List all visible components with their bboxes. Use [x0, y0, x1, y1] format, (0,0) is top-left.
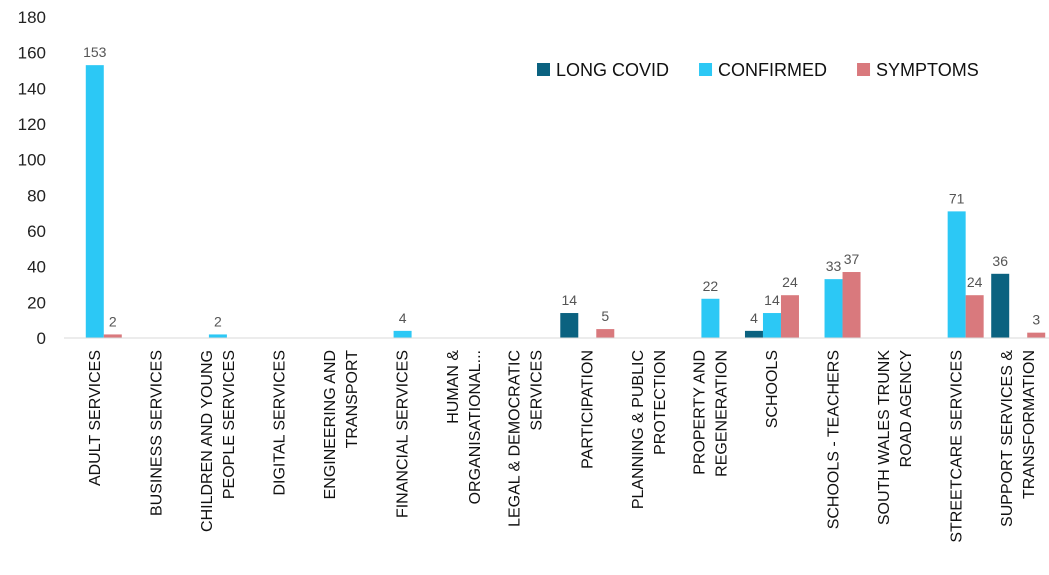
x-category-label: DIGITAL SERVICES — [271, 350, 288, 496]
y-tick-label: 160 — [18, 44, 46, 63]
x-category-label: TRANSFORMATION — [1021, 350, 1038, 499]
bar-symptoms — [780, 295, 799, 338]
x-category-label: REGENERATION — [713, 350, 730, 477]
bars — [85, 65, 1046, 339]
y-tick-label: 100 — [18, 151, 46, 170]
bar-confirmed — [947, 211, 966, 338]
bar-symptoms — [596, 329, 615, 338]
bar-confirmed — [701, 298, 720, 338]
y-tick-label: 80 — [27, 186, 46, 205]
bar-confirmed — [85, 65, 104, 339]
x-category-label: ENGINEERING AND — [322, 350, 339, 499]
legend-label-long-covid: LONG COVID — [556, 60, 669, 80]
x-category-label: ROAD AGENCY — [898, 350, 915, 468]
y-tick-label: 120 — [18, 115, 46, 134]
y-tick-label: 40 — [27, 258, 46, 277]
data-label-confirmed: 4 — [399, 310, 407, 326]
legend-swatch-confirmed — [699, 63, 713, 76]
bar-symptoms — [1027, 332, 1046, 338]
data-label-confirmed: 71 — [949, 190, 965, 206]
y-axis: 0 20 40 60 80 100 120 140 160 180 — [18, 8, 46, 348]
y-tick-label: 60 — [27, 222, 46, 241]
bar-long-covid — [560, 313, 579, 338]
x-category-label: STREETCARE SERVICES — [949, 350, 966, 543]
x-category-label: TRANSPORT — [344, 350, 361, 449]
bar-symptoms — [842, 272, 861, 338]
data-label-confirmed: 14 — [764, 292, 780, 308]
data-label-confirmed: 22 — [703, 278, 719, 294]
data-label-symptoms: 24 — [782, 274, 798, 290]
bar-confirmed — [824, 279, 843, 338]
y-tick-label: 20 — [27, 293, 46, 312]
x-category-label: ORGANISATIONAL... — [467, 350, 484, 504]
x-category-label: BUSINESS SERVICES — [148, 350, 165, 516]
x-category-label: SOUTH WALES TRUNK — [876, 350, 893, 525]
x-axis: ADULT SERVICES BUSINESS SERVICES CHILDREN … — [64, 337, 1049, 543]
x-category-label: SUPPORT SERVICES & — [999, 350, 1016, 527]
x-category-label: SCHOOLS — [764, 350, 781, 428]
x-category-label: HUMAN & — [445, 350, 462, 424]
bar-symptoms — [965, 295, 984, 338]
legend: LONG COVID CONFIRMED SYMPTOMS — [537, 60, 979, 80]
data-label-symptoms: 2 — [109, 313, 117, 329]
legend-label-confirmed: CONFIRMED — [718, 60, 827, 80]
data-label-confirmed: 33 — [826, 258, 842, 274]
x-category-label: PLANNING & PUBLIC — [630, 350, 647, 509]
x-category-label: PARTICIPATION — [579, 350, 596, 469]
x-category-label: SCHOOLS - TEACHERS — [826, 350, 843, 529]
data-label-long-covid: 36 — [992, 253, 1008, 269]
x-category-label: PROPERTY AND — [691, 350, 708, 475]
data-label-symptoms: 3 — [1032, 312, 1040, 328]
x-category-label: CHILDREN AND YOUNG — [199, 350, 216, 532]
data-label-long-covid: 14 — [561, 292, 577, 308]
data-label-confirmed: 153 — [83, 44, 107, 60]
x-category-label: LEGAL & DEMOCRATIC — [507, 350, 524, 527]
bar-long-covid — [991, 273, 1010, 338]
y-tick-label: 180 — [18, 8, 46, 27]
x-category-label: SERVICES — [529, 350, 546, 431]
x-category-label: FINANCIAL SERVICES — [395, 350, 412, 518]
y-tick-label: 140 — [18, 79, 46, 98]
bar-long-covid — [744, 330, 763, 338]
bar-symptoms — [103, 334, 122, 338]
legend-swatch-symptoms — [857, 63, 871, 76]
legend-label-symptoms: SYMPTOMS — [876, 60, 979, 80]
data-label-symptoms: 24 — [967, 274, 983, 290]
bar-confirmed — [393, 330, 412, 338]
data-label-long-covid: 4 — [750, 310, 758, 326]
y-tick-label: 0 — [37, 329, 46, 348]
x-category-label: PEOPLE SERVICES — [221, 350, 238, 499]
bar-confirmed — [208, 334, 227, 338]
data-label-symptoms: 5 — [601, 308, 609, 324]
bar-confirmed — [762, 313, 781, 338]
x-category-label: ADULT SERVICES — [87, 350, 104, 486]
legend-swatch-long-covid — [537, 63, 550, 76]
data-label-symptoms: 37 — [844, 251, 860, 267]
data-label-confirmed: 2 — [214, 313, 222, 329]
x-category-label: PROTECTION — [652, 350, 669, 455]
